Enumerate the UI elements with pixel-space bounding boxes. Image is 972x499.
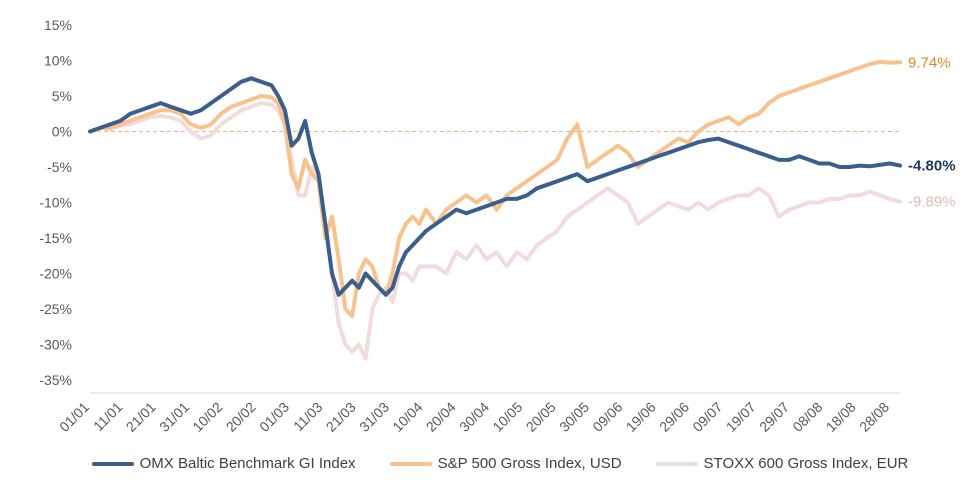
legend-item-stoxx: STOXX 600 Gross Index, EUR — [655, 455, 909, 472]
chart-legend: OMX Baltic Benchmark GI Index S&P 500 Gr… — [60, 455, 940, 472]
x-tick-label: 11/03 — [290, 399, 326, 435]
x-axis-ticks: 01/0111/0121/0131/0110/0220/0201/0311/03… — [56, 399, 892, 435]
x-tick-label: 10/02 — [189, 399, 225, 435]
legend-swatch-omx — [91, 461, 134, 466]
legend-item-omx: OMX Baltic Benchmark GI Index — [91, 455, 356, 472]
x-tick-label: 18/08 — [823, 399, 859, 435]
series-end-labels: -9.89% 9.74% -4.80% — [908, 54, 956, 210]
series-line-sp500 — [88, 59, 902, 319]
series-line-stoxx — [88, 101, 902, 361]
end-label-sp500: 9.74% — [908, 54, 951, 71]
x-tick-label: 21/01 — [123, 399, 159, 435]
x-tick-label: 31/01 — [156, 399, 192, 435]
end-label-stoxx: -9.89% — [908, 194, 956, 211]
x-tick-label: 01/03 — [256, 399, 292, 435]
y-tick-label: 5% — [52, 88, 72, 104]
x-tick-label: 31/03 — [356, 399, 392, 435]
legend-label-stoxx: STOXX 600 Gross Index, EUR — [703, 455, 909, 472]
x-tick-label: 29/07 — [756, 399, 792, 435]
x-tick-label: 10/04 — [389, 399, 425, 435]
x-tick-label: 01/01 — [56, 399, 92, 435]
y-tick-label: -10% — [39, 195, 72, 211]
x-tick-label: 19/07 — [723, 399, 759, 435]
y-tick-label: -25% — [39, 301, 72, 317]
y-tick-label: 10% — [44, 53, 72, 69]
y-tick-label: 0% — [52, 124, 72, 140]
x-tick-label: 09/07 — [689, 399, 725, 435]
y-axis-ticks: 15% 10% 5% 0% -5% -10% -15% -20% -25% -30% -35% — [39, 17, 72, 388]
end-label-omx: -4.80% — [908, 158, 956, 175]
line-chart: 15% 10% 5% 0% -5% -10% -15% -20% -25% -30% -35% 01… — [39, 17, 956, 435]
y-tick-label: -5% — [47, 159, 72, 175]
x-tick-label: 20/02 — [223, 399, 259, 435]
x-tick-label: 28/08 — [856, 399, 892, 435]
legend-swatch-sp500 — [389, 461, 432, 466]
y-tick-label: -35% — [39, 372, 72, 388]
legend-item-sp500: S&P 500 Gross Index, USD — [389, 455, 622, 472]
x-tick-label: 08/08 — [789, 399, 825, 435]
x-tick-label: 29/06 — [656, 399, 692, 435]
x-tick-label: 20/05 — [523, 399, 559, 435]
y-tick-label: -20% — [39, 266, 72, 282]
x-tick-label: 09/06 — [589, 399, 625, 435]
y-tick-label: 15% — [44, 17, 72, 33]
y-tick-label: -30% — [39, 337, 72, 353]
x-tick-label: 11/01 — [90, 399, 126, 435]
x-tick-label: 10/05 — [489, 399, 525, 435]
x-tick-label: 21/03 — [323, 399, 359, 435]
legend-label-sp500: S&P 500 Gross Index, USD — [437, 455, 622, 472]
x-tick-label: 30/05 — [556, 399, 592, 435]
legend-swatch-stoxx — [655, 461, 698, 466]
legend-label-omx: OMX Baltic Benchmark GI Index — [139, 455, 356, 472]
x-tick-label: 20/04 — [423, 399, 459, 435]
x-tick-label: 30/04 — [456, 399, 492, 435]
series-lines — [88, 59, 902, 361]
x-tick-label: 19/06 — [623, 399, 659, 435]
series-line-omx — [88, 76, 902, 297]
y-tick-label: -15% — [39, 230, 72, 246]
